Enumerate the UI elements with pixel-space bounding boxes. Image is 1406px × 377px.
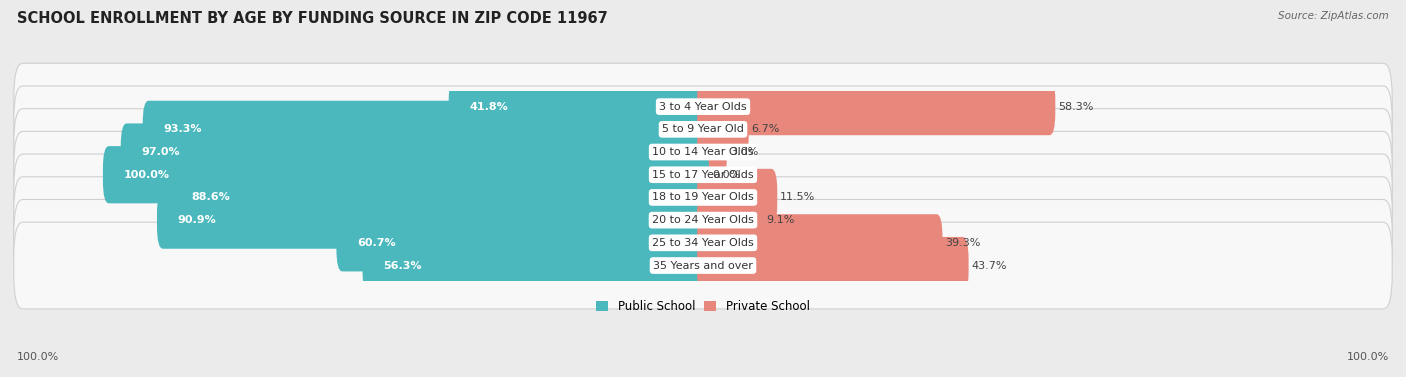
FancyBboxPatch shape [697,101,749,158]
Text: 6.7%: 6.7% [752,124,780,134]
Text: SCHOOL ENROLLMENT BY AGE BY FUNDING SOURCE IN ZIP CODE 11967: SCHOOL ENROLLMENT BY AGE BY FUNDING SOUR… [17,11,607,26]
FancyBboxPatch shape [697,78,1056,135]
FancyBboxPatch shape [14,199,1392,286]
Text: 88.6%: 88.6% [191,192,231,202]
FancyBboxPatch shape [336,214,709,271]
FancyBboxPatch shape [697,192,763,249]
FancyBboxPatch shape [697,123,727,181]
Text: 35 Years and over: 35 Years and over [652,261,754,271]
Legend: Public School, Private School: Public School, Private School [592,295,814,317]
Text: 90.9%: 90.9% [177,215,217,225]
FancyBboxPatch shape [697,214,942,271]
Text: 43.7%: 43.7% [972,261,1007,271]
Text: 3.0%: 3.0% [730,147,758,157]
FancyBboxPatch shape [121,123,709,181]
FancyBboxPatch shape [14,154,1392,241]
FancyBboxPatch shape [14,222,1392,309]
Text: 0.0%: 0.0% [711,170,740,180]
Text: 56.3%: 56.3% [384,261,422,271]
Text: 15 to 17 Year Olds: 15 to 17 Year Olds [652,170,754,180]
FancyBboxPatch shape [697,237,969,294]
Text: 58.3%: 58.3% [1059,102,1094,112]
FancyBboxPatch shape [363,237,709,294]
FancyBboxPatch shape [14,86,1392,173]
Text: 10 to 14 Year Olds: 10 to 14 Year Olds [652,147,754,157]
FancyBboxPatch shape [14,109,1392,195]
FancyBboxPatch shape [449,78,709,135]
Text: 93.3%: 93.3% [163,124,202,134]
FancyBboxPatch shape [170,169,709,226]
Text: 41.8%: 41.8% [470,102,508,112]
Text: 9.1%: 9.1% [766,215,794,225]
Text: 25 to 34 Year Olds: 25 to 34 Year Olds [652,238,754,248]
FancyBboxPatch shape [143,101,709,158]
Text: 100.0%: 100.0% [17,352,59,362]
FancyBboxPatch shape [14,177,1392,264]
FancyBboxPatch shape [157,192,709,249]
Text: 97.0%: 97.0% [142,147,180,157]
FancyBboxPatch shape [697,169,778,226]
Text: 5 to 9 Year Old: 5 to 9 Year Old [662,124,744,134]
FancyBboxPatch shape [14,131,1392,218]
Text: 100.0%: 100.0% [124,170,170,180]
Text: 3 to 4 Year Olds: 3 to 4 Year Olds [659,102,747,112]
Text: 39.3%: 39.3% [945,238,981,248]
Text: 100.0%: 100.0% [1347,352,1389,362]
Text: 60.7%: 60.7% [357,238,396,248]
Text: Source: ZipAtlas.com: Source: ZipAtlas.com [1278,11,1389,21]
Text: 18 to 19 Year Olds: 18 to 19 Year Olds [652,192,754,202]
FancyBboxPatch shape [14,63,1392,150]
Text: 20 to 24 Year Olds: 20 to 24 Year Olds [652,215,754,225]
Text: 11.5%: 11.5% [780,192,815,202]
FancyBboxPatch shape [103,146,709,203]
